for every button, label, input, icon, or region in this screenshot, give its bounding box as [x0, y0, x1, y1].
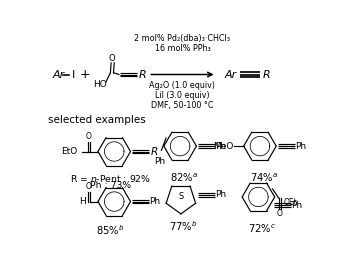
Text: Ag₂O (1.0 equiv)
LiI (3.0 equiv)
DMF, 50-100 °C: Ag₂O (1.0 equiv) LiI (3.0 equiv) DMF, 50… [150, 81, 215, 110]
Text: Ph: Ph [295, 142, 306, 151]
Text: 85%$^b$: 85%$^b$ [96, 223, 125, 237]
Text: 72%$^c$: 72%$^c$ [248, 222, 276, 235]
Text: MeO: MeO [213, 142, 234, 151]
Text: selected examples: selected examples [48, 115, 146, 125]
Text: R: R [263, 69, 271, 80]
Text: EtO: EtO [62, 147, 78, 156]
Text: Ph: Ph [215, 142, 226, 151]
Text: Ph: Ph [149, 197, 160, 206]
Text: 2 mol% Pd₂(dba)₃·CHCl₃
16 mol% PPh₃: 2 mol% Pd₂(dba)₃·CHCl₃ 16 mol% PPh₃ [135, 34, 230, 53]
Text: 77%$^b$: 77%$^b$ [169, 219, 197, 233]
Text: H: H [80, 197, 87, 206]
Text: Ph: Ph [215, 190, 226, 199]
Text: R = $n$-Pent : 92%: R = $n$-Pent : 92% [70, 173, 151, 184]
Text: 82%$^a$: 82%$^a$ [170, 172, 198, 184]
Text: Ph: Ph [154, 157, 166, 166]
Text: O: O [86, 132, 92, 142]
Text: R: R [151, 147, 158, 157]
Text: S: S [178, 192, 184, 201]
Text: Ph: Ph [291, 200, 302, 210]
Text: 74%$^a$: 74%$^a$ [250, 172, 278, 184]
Text: Ar: Ar [52, 69, 64, 80]
Text: Ph : 73%: Ph : 73% [90, 181, 131, 190]
Text: O: O [109, 54, 115, 63]
Text: O: O [86, 183, 92, 191]
Text: I: I [72, 69, 75, 80]
Text: Ar: Ar [224, 69, 237, 80]
Text: +: + [79, 68, 90, 81]
Text: OEt: OEt [284, 198, 298, 207]
Text: HO: HO [93, 80, 107, 89]
Text: O: O [277, 209, 283, 218]
Text: R: R [139, 69, 147, 80]
